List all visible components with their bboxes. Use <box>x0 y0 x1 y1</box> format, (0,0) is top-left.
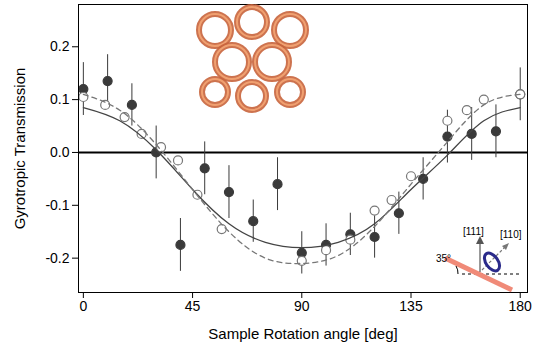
svg-text:35°: 35° <box>436 253 451 264</box>
svg-text:0: 0 <box>79 298 87 314</box>
svg-text:180: 180 <box>509 298 533 314</box>
svg-text:-0.1: -0.1 <box>45 197 69 213</box>
svg-text:45: 45 <box>185 298 201 314</box>
svg-text:Sample Rotation angle [deg]: Sample Rotation angle [deg] <box>208 325 397 342</box>
svg-text:Gyrotropic Transmission: Gyrotropic Transmission <box>11 68 28 230</box>
svg-text:135: 135 <box>399 298 423 314</box>
svg-text:0.0: 0.0 <box>50 144 70 160</box>
svg-text:90: 90 <box>294 298 310 314</box>
svg-text:0.2: 0.2 <box>50 38 70 54</box>
svg-text:0.1: 0.1 <box>50 91 70 107</box>
svg-text:[110]: [110] <box>500 229 522 240</box>
svg-text:[111]: [111] <box>463 226 484 237</box>
svg-text:-0.2: -0.2 <box>45 250 69 266</box>
